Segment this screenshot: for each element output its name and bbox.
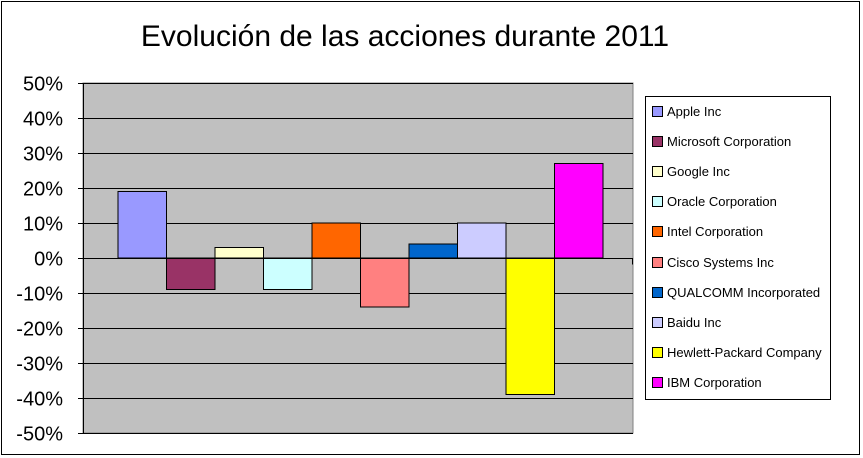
legend-swatch	[652, 316, 663, 328]
chart-legend: Apple Inc Microsoft Corporation Google Inc…	[645, 96, 831, 400]
legend-label: Microsoft Corporation	[667, 133, 792, 149]
bar	[554, 163, 604, 259]
legend-label: Hewlett-Packard Company	[667, 345, 822, 361]
bar	[457, 222, 507, 259]
legend-item: Hewlett-Packard Company	[652, 344, 822, 362]
bar	[408, 243, 458, 259]
bar	[505, 257, 555, 395]
legend-swatch	[652, 165, 663, 177]
legend-item: IBM Corporation	[652, 374, 762, 392]
legend-item: Baidu Inc	[652, 313, 721, 331]
legend-label: Apple Inc	[667, 103, 722, 119]
legend-item: Microsoft Corporation	[652, 132, 791, 150]
legend-item: Apple Inc	[652, 102, 721, 120]
legend-swatch	[652, 135, 663, 147]
y-tick-label: -30%	[16, 354, 63, 376]
y-tick-label: 40%	[23, 109, 63, 131]
bar	[360, 257, 410, 308]
y-tick-label: -40%	[16, 389, 63, 411]
legend-item: Google Inc	[652, 162, 730, 180]
legend-item: Cisco Systems Inc	[652, 253, 774, 271]
bar	[311, 222, 361, 259]
legend-label: Oracle Corporation	[667, 194, 777, 210]
y-tick-label: -20%	[16, 319, 63, 341]
legend-item: Intel Corporation	[652, 223, 763, 241]
legend-item: Oracle Corporation	[652, 193, 777, 211]
legend-swatch	[652, 286, 663, 298]
legend-swatch	[652, 256, 663, 268]
y-tick-label: 20%	[23, 179, 63, 201]
legend-swatch	[652, 226, 663, 238]
y-tick-label: -10%	[16, 284, 63, 306]
legend-swatch	[652, 377, 663, 389]
bar	[117, 191, 167, 259]
y-tick-label: 0%	[34, 249, 63, 271]
legend-label: Baidu Inc	[667, 314, 722, 330]
bar	[214, 247, 264, 259]
y-tick-label: 10%	[23, 214, 63, 236]
y-tick-label: -50%	[16, 424, 63, 446]
bar	[263, 257, 313, 290]
legend-label: Intel Corporation	[667, 224, 764, 240]
bar	[166, 257, 216, 290]
legend-label: QUALCOMM Incorporated	[667, 284, 821, 300]
legend-label: IBM Corporation	[667, 375, 762, 391]
legend-label: Cisco Systems Inc	[667, 254, 774, 270]
legend-swatch	[652, 196, 663, 208]
y-tick-label: 50%	[23, 74, 63, 96]
legend-label: Google Inc	[667, 163, 730, 179]
chart-title: Evolución de las acciones durante 2011	[140, 20, 670, 53]
legend-swatch	[652, 347, 663, 359]
y-tick-label: 30%	[23, 144, 63, 166]
legend-swatch	[652, 105, 663, 117]
legend-item: QUALCOMM Incorporated	[652, 283, 820, 301]
